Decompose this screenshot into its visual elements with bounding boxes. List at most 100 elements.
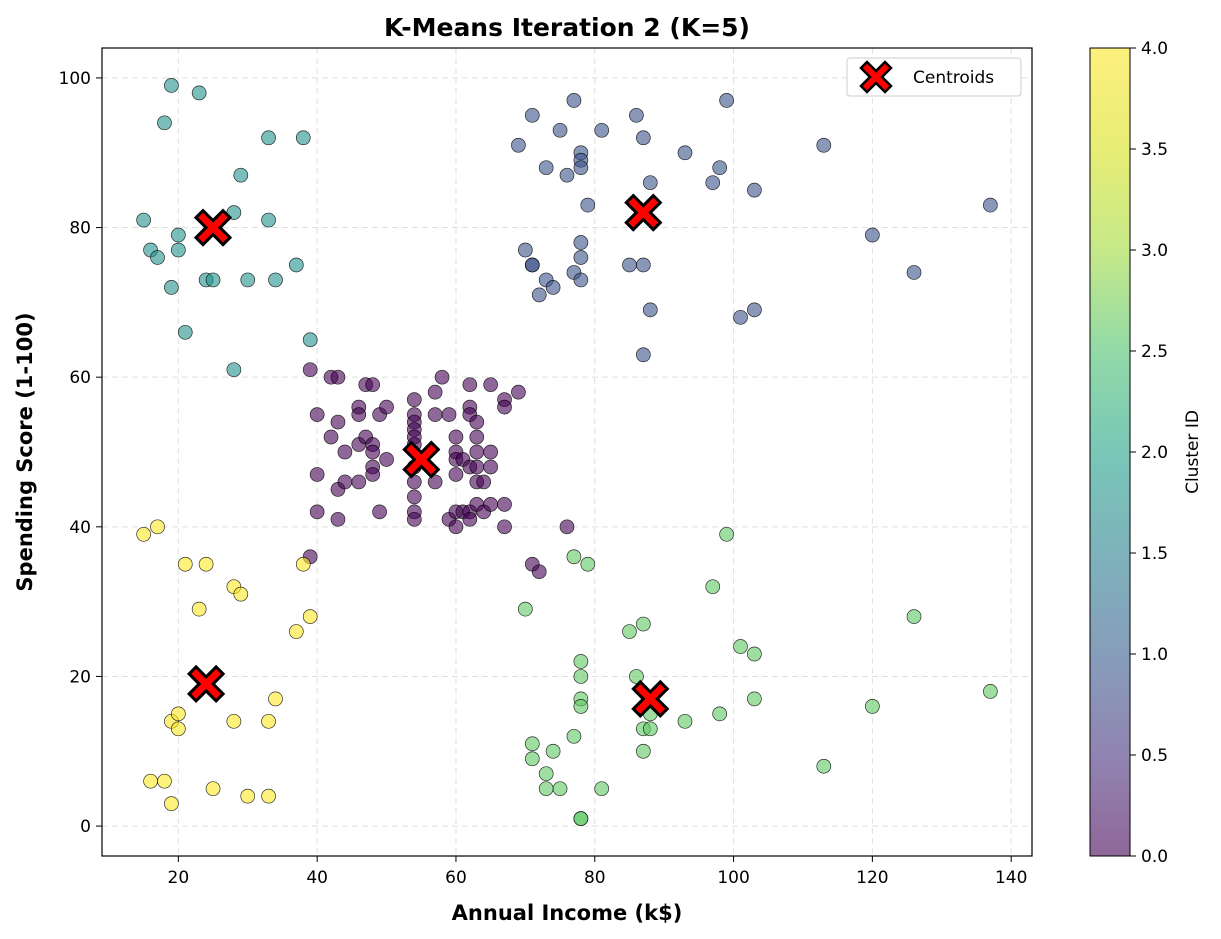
data-point-cluster-1 — [747, 302, 762, 318]
data-point-cluster-0 — [351, 407, 367, 422]
data-point-cluster-0 — [406, 511, 422, 527]
data-point-cluster-0 — [483, 377, 499, 393]
data-point-cluster-4 — [240, 788, 256, 804]
data-point-cluster-0 — [469, 459, 485, 475]
data-point-cluster-0 — [462, 511, 478, 527]
centroid-marker — [402, 440, 441, 479]
data-point-cluster-1 — [511, 137, 526, 153]
centroid-markers — [186, 193, 670, 719]
data-point-cluster-2 — [240, 272, 256, 288]
data-point-cluster-1 — [733, 309, 748, 325]
colorbar-tick-label: 1.0 — [1141, 645, 1168, 665]
data-point-cluster-0 — [448, 429, 464, 445]
chart-title: K-Means Iteration 2 (K=5) — [384, 13, 750, 42]
data-point-cluster-3 — [705, 579, 721, 595]
data-point-cluster-0 — [330, 511, 346, 527]
data-point-cluster-1 — [635, 257, 651, 273]
data-point-cluster-2 — [191, 85, 207, 101]
data-point-cluster-0 — [559, 519, 575, 535]
data-point-cluster-0 — [330, 369, 346, 385]
data-point-cluster-4 — [191, 601, 207, 617]
data-point-cluster-1 — [906, 265, 922, 280]
data-point-cluster-4 — [261, 788, 276, 804]
data-point-cluster-0 — [511, 384, 526, 400]
x-tick-label: 80 — [584, 868, 606, 888]
centroid-marker — [624, 193, 663, 232]
colorbar: 0.0 0.5 1.0 1.5 2.0 2.5 3.0 3.5 4.0 Cluster ID — [1089, 39, 1203, 867]
x-tick-label: 20 — [168, 868, 190, 888]
data-point-cluster-2 — [150, 250, 165, 265]
plot-frame — [101, 47, 1033, 857]
data-point-cluster-4 — [226, 713, 242, 729]
data-point-cluster-0 — [372, 504, 387, 520]
data-point-cluster-3 — [719, 526, 734, 542]
x-axis-label: Annual Income (k$) — [452, 901, 683, 925]
data-points — [136, 78, 998, 826]
data-point-cluster-1 — [552, 122, 568, 138]
data-point-cluster-1 — [524, 107, 540, 123]
data-point-cluster-1 — [677, 145, 693, 161]
data-point-cluster-0 — [406, 489, 422, 505]
data-point-cluster-4 — [295, 556, 311, 572]
data-point-cluster-0 — [497, 399, 512, 415]
y-axis-ticks: 0 20 40 60 80 100 — [59, 69, 102, 837]
data-point-cluster-2 — [170, 227, 186, 243]
data-point-cluster-0 — [483, 459, 499, 475]
legend-centroid-marker — [859, 60, 893, 94]
data-point-cluster-1 — [538, 160, 554, 176]
data-point-cluster-0 — [365, 467, 381, 482]
data-point-cluster-1 — [524, 257, 540, 273]
data-point-cluster-2 — [226, 362, 242, 378]
colorbar-tick-label: 2.5 — [1141, 342, 1168, 362]
data-point-cluster-0 — [427, 474, 443, 490]
data-point-cluster-1 — [573, 160, 589, 176]
data-point-cluster-3 — [524, 736, 540, 752]
data-point-cluster-2 — [205, 272, 221, 288]
data-point-cluster-3 — [538, 766, 554, 782]
data-point-cluster-2 — [164, 280, 179, 295]
data-point-cluster-2 — [261, 130, 276, 146]
data-point-cluster-1 — [580, 197, 596, 213]
y-tick-label: 80 — [69, 219, 91, 239]
data-point-cluster-2 — [170, 242, 186, 258]
data-point-cluster-2 — [295, 130, 311, 146]
data-point-cluster-1 — [816, 137, 832, 153]
data-point-cluster-3 — [524, 751, 540, 767]
colorbar-tick-label: 2.0 — [1141, 443, 1168, 463]
data-point-cluster-1 — [531, 287, 547, 303]
data-point-cluster-4 — [261, 713, 276, 729]
data-point-cluster-0 — [337, 474, 353, 490]
data-point-cluster-1 — [642, 175, 658, 191]
data-point-cluster-3 — [816, 758, 832, 774]
data-point-cluster-3 — [518, 601, 533, 617]
data-point-cluster-2 — [177, 324, 193, 340]
data-point-cluster-3 — [642, 721, 658, 737]
data-point-cluster-1 — [518, 242, 533, 258]
data-point-cluster-1 — [635, 347, 651, 363]
data-point-cluster-0 — [462, 377, 478, 393]
data-point-cluster-4 — [170, 721, 186, 737]
data-point-cluster-3 — [552, 781, 568, 797]
data-point-cluster-1 — [642, 302, 658, 318]
data-point-cluster-0 — [483, 444, 499, 460]
data-point-cluster-1 — [865, 227, 880, 243]
data-point-cluster-3 — [580, 556, 596, 572]
data-point-cluster-3 — [622, 624, 637, 639]
data-point-cluster-0 — [309, 504, 325, 520]
colorbar-tick-label: 3.5 — [1141, 140, 1168, 160]
data-point-cluster-3 — [712, 706, 728, 722]
data-point-cluster-1 — [719, 93, 734, 108]
data-point-cluster-3 — [906, 609, 922, 624]
data-point-cluster-0 — [441, 407, 457, 422]
data-point-cluster-0 — [531, 564, 547, 580]
data-point-cluster-1 — [747, 182, 762, 198]
colorbar-tick-label: 0.5 — [1141, 746, 1168, 766]
data-point-cluster-1 — [573, 250, 589, 265]
data-point-cluster-0 — [497, 497, 512, 512]
centroid-marker — [186, 664, 226, 704]
y-tick-label: 100 — [59, 69, 91, 89]
x-tick-label: 120 — [856, 868, 888, 888]
data-point-cluster-1 — [573, 235, 589, 250]
data-point-cluster-0 — [379, 399, 394, 415]
data-point-cluster-0 — [406, 392, 422, 407]
